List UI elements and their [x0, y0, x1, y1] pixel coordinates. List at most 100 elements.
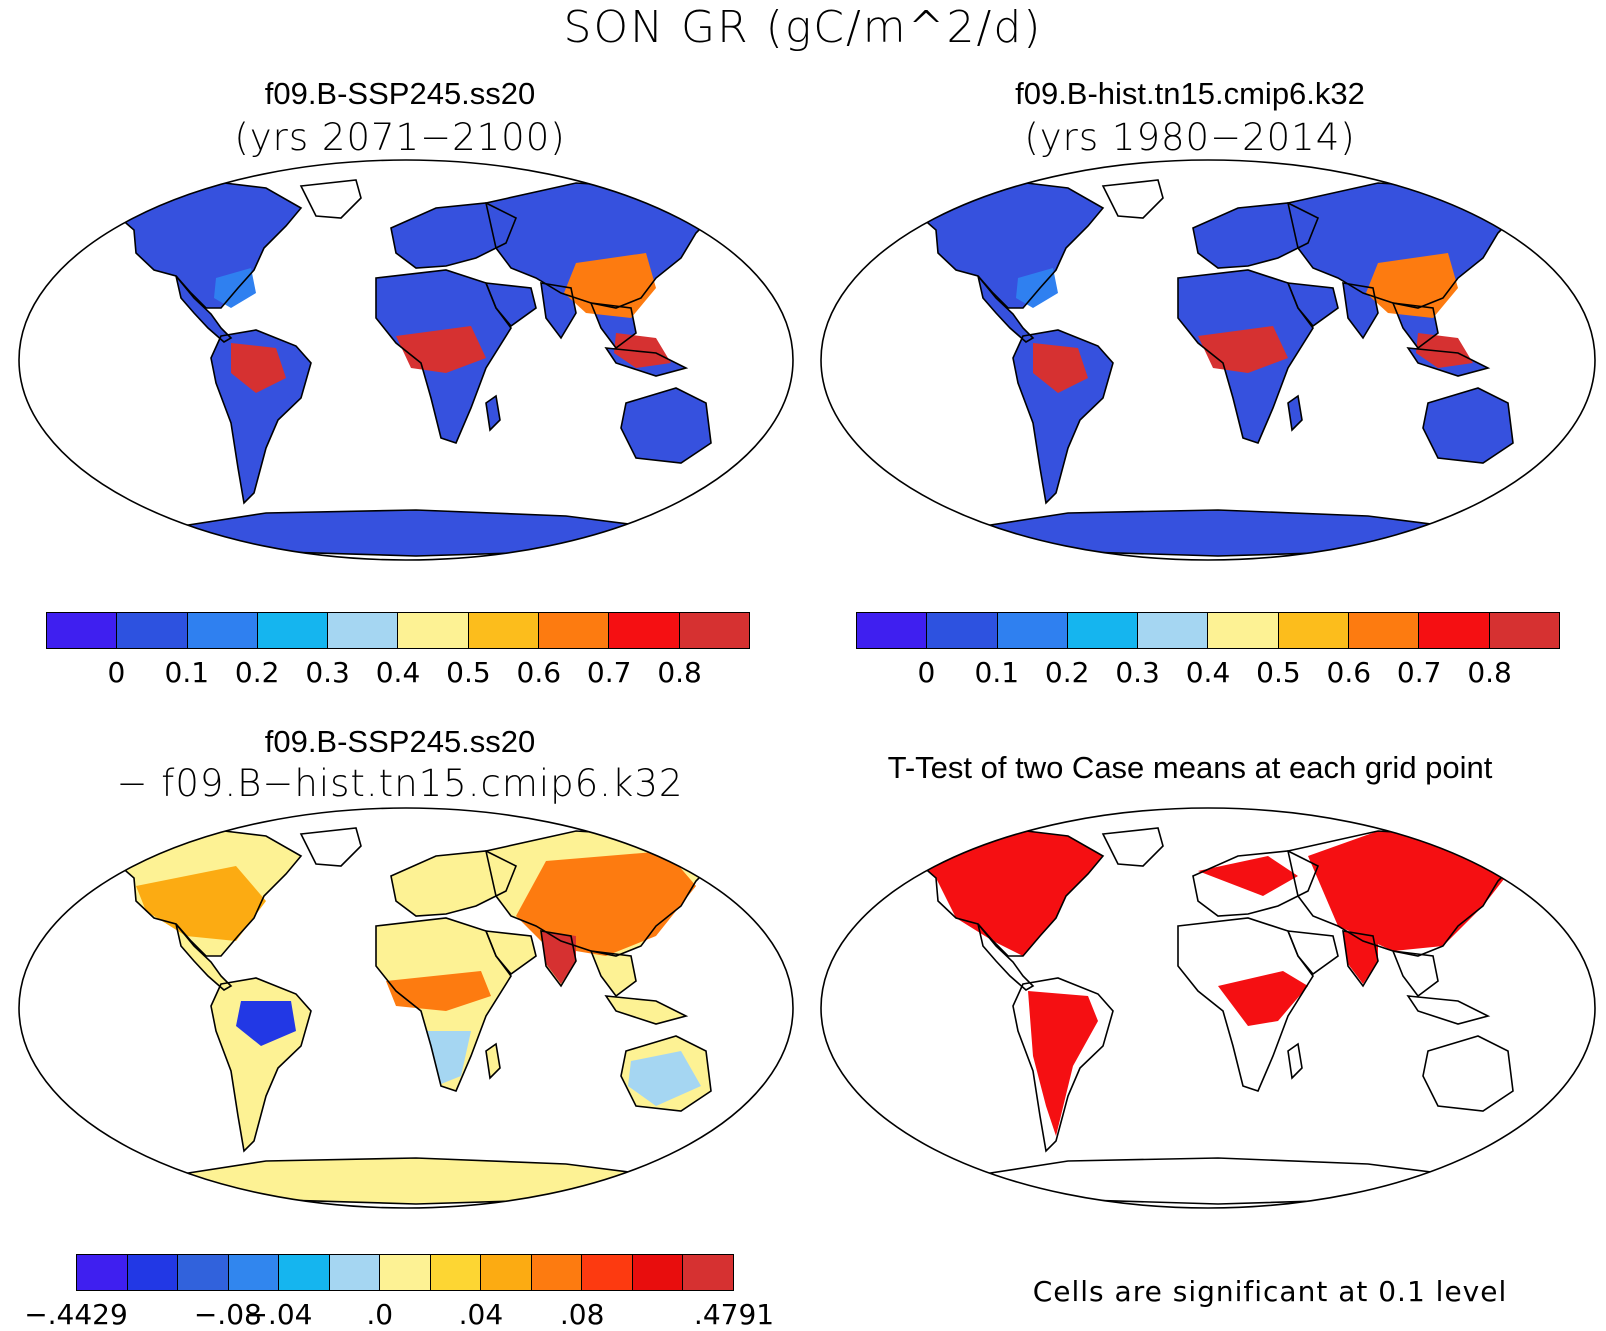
colorbar-box — [582, 1255, 633, 1290]
coastline-centralAmerica — [977, 923, 1035, 991]
colorbar-box — [539, 613, 610, 648]
land-asia — [1288, 183, 1518, 308]
colorbar-difference — [76, 1254, 734, 1291]
colorbar-tick-label: 0.6 — [1326, 656, 1372, 689]
colorbar-box — [329, 1255, 381, 1290]
coastline-northAmerica — [109, 181, 303, 309]
field-region-tropicsSA — [231, 343, 286, 393]
colorbar-ssp245 — [46, 612, 750, 649]
colorbar-box — [279, 1255, 330, 1290]
land-greenland — [301, 180, 361, 218]
coastline-india — [540, 282, 577, 340]
colorbar-box — [328, 613, 399, 648]
field-region-eastUS — [214, 268, 256, 308]
map-difference — [18, 807, 794, 1209]
colorbar-tick-label: 0.8 — [1467, 656, 1512, 689]
coastline-southAmerica — [210, 329, 312, 505]
colorbar-box — [1208, 613, 1279, 648]
colorbar-box — [531, 1255, 583, 1290]
land-arabia — [486, 283, 536, 326]
land-seasia — [591, 951, 636, 996]
colorbar-tick-label: 0.7 — [1396, 656, 1442, 689]
colorbar-box — [380, 1255, 431, 1290]
field-region-indoRed — [1416, 333, 1473, 368]
coastline-madagascar — [1287, 1042, 1303, 1080]
colorbar-hist — [856, 612, 1560, 649]
land-europe — [391, 203, 516, 268]
coastline-india — [1342, 282, 1379, 340]
colorbar-box — [997, 613, 1068, 648]
colorbar-box — [632, 1255, 684, 1290]
colorbar-box — [1349, 613, 1420, 648]
colorbar-tick-label: .08 — [559, 1298, 605, 1331]
land-antarctica — [958, 510, 1478, 556]
colorbar-tick-label: .04 — [458, 1298, 504, 1331]
coastline-australia — [620, 387, 712, 464]
colorbar-box — [117, 613, 188, 648]
coastline-southAmerica — [210, 977, 312, 1153]
field-region-seAsia — [1366, 253, 1458, 318]
figure-title: SON GR (gC/m^2/d) — [563, 2, 1043, 53]
colorbar-box — [77, 1255, 128, 1290]
colorbar-box — [1278, 613, 1350, 648]
colorbar-box — [178, 1255, 229, 1290]
field-region-euSig — [1198, 856, 1298, 896]
land-indonesia — [606, 996, 686, 1024]
coastline-madagascar — [1287, 394, 1303, 432]
coastline-southAmerica — [1012, 329, 1114, 505]
panel-br-title: T-Test of two Case means at each grid po… — [887, 750, 1493, 785]
land-australia — [621, 388, 711, 463]
colorbar-tick-label: 0.8 — [657, 656, 702, 689]
field-region-indoRed — [614, 333, 671, 368]
colorbar-tick-label: 0.4 — [1185, 656, 1231, 689]
colorbar-tick-label: .4791 — [693, 1298, 775, 1331]
colorbar-box — [398, 613, 469, 648]
land-greenland — [1103, 180, 1163, 218]
coastline-greenland — [1101, 179, 1164, 219]
coastline-northAmerica — [911, 181, 1105, 309]
land-greenland — [301, 828, 361, 866]
field-region-indiaSig — [1343, 931, 1378, 984]
colorbar-tick-label: −.4429 — [24, 1298, 128, 1331]
colorbar-box — [857, 613, 928, 648]
colorbar-tick-label: 0 — [917, 656, 936, 689]
colorbar-box — [1138, 613, 1209, 648]
field-region-safBlue — [426, 1031, 471, 1084]
field-region-asiaSig — [1308, 831, 1518, 951]
colorbar-tick-label: −.04 — [244, 1298, 313, 1331]
colorbar-tick-label: 0.2 — [234, 656, 280, 689]
coastline-centralAmerica — [175, 275, 233, 343]
coastline-northAmerica — [109, 829, 303, 957]
land-india — [1343, 283, 1378, 338]
map-frame — [820, 159, 1596, 561]
colorbar-box — [927, 613, 998, 648]
land-australia — [1423, 1036, 1513, 1111]
field-region-sahelWarm — [386, 971, 491, 1011]
map-hist — [820, 159, 1596, 561]
land-northAmerica — [913, 182, 1103, 308]
land-europe — [391, 851, 516, 916]
colorbar-box — [1419, 613, 1490, 648]
coastline-europe — [390, 202, 518, 269]
field-region-seAsia — [564, 253, 656, 318]
colorbar-tick-label: 0 — [107, 656, 126, 689]
colorbar-box — [679, 613, 749, 648]
land-antarctica — [156, 510, 676, 556]
colorbar-box — [609, 613, 680, 648]
land-europe — [1193, 203, 1318, 268]
panel-tl-subtitle: (yrs 2071−2100) — [234, 116, 566, 159]
coastline-europe — [1192, 850, 1320, 917]
colorbar-tick-label: .0 — [366, 1298, 394, 1331]
map-frame — [18, 159, 794, 561]
coastline-arabia — [484, 282, 537, 328]
coastline-greenland — [1101, 827, 1164, 867]
coastline-india — [540, 930, 577, 988]
land-centralAmerica — [176, 924, 231, 990]
land-centralAmerica — [176, 276, 231, 342]
land-northAmerica — [111, 182, 301, 308]
coastline-seasia — [1391, 302, 1439, 350]
colorbar-tick-label: 0.5 — [446, 656, 491, 689]
field-region-asiaWarm — [516, 851, 696, 956]
map-ttest — [820, 807, 1596, 1209]
coastline-seasia — [589, 302, 637, 350]
